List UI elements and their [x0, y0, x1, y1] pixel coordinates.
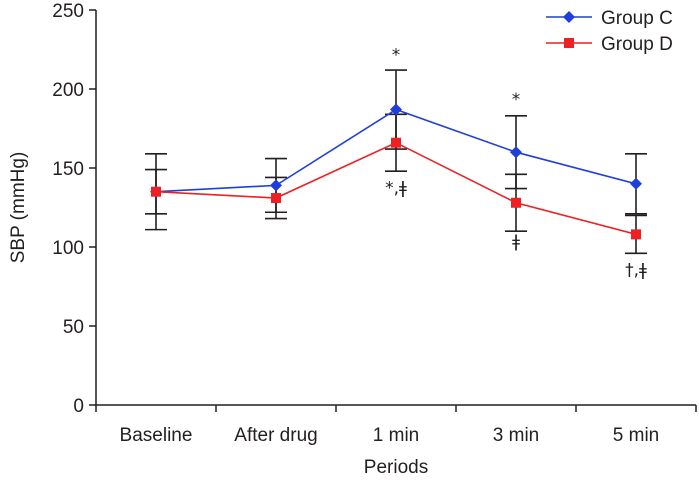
data-point: [510, 146, 522, 159]
x-tick-label: 3 min: [493, 425, 539, 446]
data-point: [271, 193, 281, 204]
y-axis-title: SBP (mmHg): [8, 152, 29, 264]
y-tick-label: 150: [52, 159, 84, 180]
legend-label: Group C: [601, 8, 673, 29]
y-tick-label: 0: [73, 396, 84, 417]
significance-annotation: *,ǂ: [385, 178, 407, 198]
significance-annotation: †,ǂ: [625, 260, 647, 280]
y-axis: 0 50 100 150 200 250: [52, 1, 97, 417]
y-tick-label: 200: [52, 80, 84, 101]
y-tick-label: 100: [52, 238, 84, 259]
significance-annotation: *: [512, 90, 521, 110]
significance-annotation: ǂ: [512, 232, 520, 252]
x-axis-title: Periods: [364, 457, 428, 478]
x-tick-label: 5 min: [613, 425, 659, 446]
legend-swatch-marker: [564, 38, 574, 48]
annotation-layer: * *,ǂ * ǂ †,ǂ: [385, 46, 647, 281]
legend: Group C Group D: [546, 8, 673, 55]
data-point: [631, 229, 641, 240]
data-point: [630, 177, 642, 190]
legend-label: Group D: [601, 34, 673, 55]
significance-annotation: *: [392, 46, 401, 66]
x-tick-label: Baseline: [120, 425, 193, 446]
data-point: [151, 186, 161, 197]
data-point: [391, 137, 401, 148]
legend-swatch-marker: [563, 11, 575, 23]
x-tick-label: After drug: [234, 425, 317, 446]
y-tick-label: 50: [63, 317, 84, 338]
y-tick-label: 250: [52, 1, 84, 22]
series-layer: [145, 69, 647, 255]
data-point: [270, 179, 282, 192]
x-tick-label: 1 min: [373, 425, 419, 446]
data-point: [390, 103, 402, 116]
x-axis: Baseline After drug 1 min 3 min 5 min: [95, 404, 697, 446]
data-point: [511, 197, 521, 208]
